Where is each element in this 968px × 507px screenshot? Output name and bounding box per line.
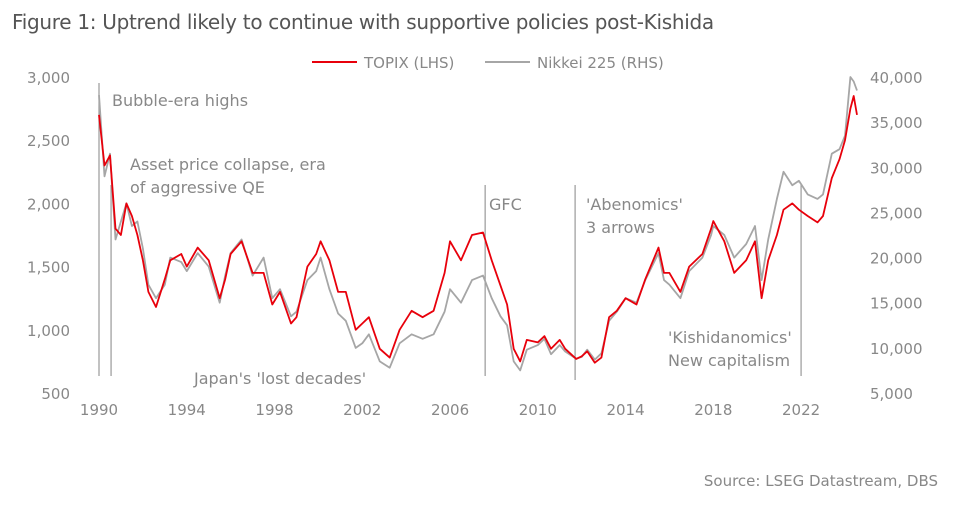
x-tick-label: 2002 (343, 401, 381, 419)
annotation-label: Bubble-era highs (112, 91, 248, 110)
y-right-tick-label: 15,000 (870, 295, 923, 313)
annotation-label: GFC (489, 195, 522, 214)
annotation-label: Japan's 'lost decades' (193, 369, 366, 388)
x-tick-label: 2014 (606, 401, 644, 419)
annotation-label: 'Kishidanomics' (668, 328, 792, 347)
series-line-nikkei (98, 76, 858, 372)
x-tick-label: 1994 (168, 401, 206, 419)
x-tick-label: 2022 (782, 401, 820, 419)
x-tick-label: 1998 (255, 401, 293, 419)
y-left-tick-label: 1,500 (27, 259, 70, 277)
chart-title: Figure 1: Uptrend likely to continue wit… (12, 10, 714, 34)
x-tick-label: 2006 (431, 401, 469, 419)
y-right-tick-label: 25,000 (870, 204, 923, 222)
legend-label: TOPIX (LHS) (363, 54, 454, 72)
y-left-tick-label: 2,000 (27, 195, 70, 213)
y-left-tick-label: 2,500 (27, 132, 70, 150)
annotation-label: of aggressive QE (130, 178, 265, 197)
annotation-label: New capitalism (668, 351, 790, 370)
annotation-label: Asset price collapse, era (130, 155, 326, 174)
y-left-tick-label: 3,000 (27, 69, 70, 87)
y-left-tick-label: 500 (41, 385, 70, 403)
series-line-topix (98, 95, 858, 364)
x-tick-label: 2018 (694, 401, 732, 419)
source-note: Source: LSEG Datastream, DBS (703, 472, 938, 490)
y-right-tick-label: 20,000 (870, 250, 923, 268)
x-tick-label: 2010 (519, 401, 557, 419)
y-right-tick-label: 30,000 (870, 159, 923, 177)
annotation-label: 'Abenomics' (586, 195, 683, 214)
y-right-tick-label: 40,000 (870, 69, 923, 87)
y-left-tick-label: 1,000 (27, 322, 70, 340)
legend-label: Nikkei 225 (RHS) (537, 54, 664, 72)
y-right-tick-label: 10,000 (870, 340, 923, 358)
x-tick-label: 1990 (80, 401, 118, 419)
y-right-tick-label: 5,000 (870, 385, 913, 403)
y-right-tick-label: 35,000 (870, 114, 923, 132)
annotation-label: 3 arrows (586, 218, 655, 237)
